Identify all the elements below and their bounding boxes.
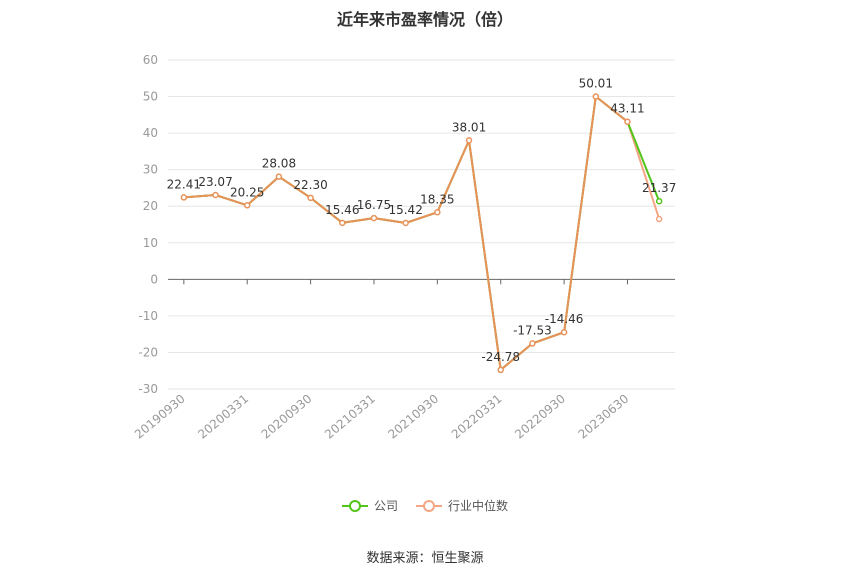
point-company xyxy=(339,219,346,227)
legend: 公司 行业中位数 xyxy=(0,497,850,514)
x-tick-label: 20200331 xyxy=(195,392,251,442)
point-industry xyxy=(655,215,663,223)
x-tick-label: 20230630 xyxy=(576,392,632,442)
point-company xyxy=(655,197,663,205)
data-label: 15.42 xyxy=(388,203,422,217)
x-tick-label: 20210930 xyxy=(385,392,441,442)
data-label: 43.11 xyxy=(610,102,644,116)
point-company xyxy=(180,194,188,201)
x-tick-label: 20210331 xyxy=(322,392,378,442)
data-label: 16.75 xyxy=(357,198,391,212)
y-tick-label: 30 xyxy=(143,163,158,177)
point-company xyxy=(465,137,473,144)
point-company xyxy=(402,219,409,227)
y-axis-ticks: -30 -20 -10 0 10 20 30 40 50 60 xyxy=(138,53,158,396)
data-label: 22.30 xyxy=(293,178,327,192)
series-line-overlap xyxy=(183,94,629,372)
x-tick-label: 20220331 xyxy=(449,392,505,442)
data-source: 数据来源：恒生聚源 xyxy=(366,551,484,566)
data-label: 23.07 xyxy=(198,175,232,189)
data-label: -24.78 xyxy=(481,350,520,364)
point-company xyxy=(307,194,314,202)
x-axis-ticks: 20190930 20200331 20200930 20210331 20210930… xyxy=(132,279,632,442)
point-company xyxy=(592,93,600,100)
data-label: 20.25 xyxy=(230,185,264,199)
legend-company-label: 公司 xyxy=(373,499,398,513)
data-label: 18.35 xyxy=(420,192,454,206)
x-tick-label: 20200930 xyxy=(259,392,315,442)
point-company xyxy=(275,173,283,180)
y-tick-label: -20 xyxy=(138,345,158,359)
y-tick-label: 60 xyxy=(143,53,158,67)
data-label: 38.01 xyxy=(452,120,486,134)
data-label: 15.46 xyxy=(325,203,359,217)
legend-item-company[interactable]: 公司 xyxy=(341,497,398,514)
data-label: -17.53 xyxy=(513,323,552,337)
data-label: 28.08 xyxy=(262,157,296,171)
legend-industry-marker-icon xyxy=(416,499,442,512)
point-company xyxy=(529,340,536,347)
point-company xyxy=(434,209,441,216)
data-label: 50.01 xyxy=(579,77,613,91)
legend-item-industry[interactable]: 行业中位数 xyxy=(416,497,508,514)
y-tick-label: 20 xyxy=(143,199,158,213)
x-tick-label: 20190930 xyxy=(132,392,188,442)
point-company xyxy=(624,118,631,125)
legend-industry-label: 行业中位数 xyxy=(448,499,509,513)
x-tick-label: 20220930 xyxy=(512,392,568,442)
point-company xyxy=(560,328,568,336)
series-line-company xyxy=(183,94,661,372)
legend-company-marker-icon xyxy=(341,499,368,512)
point-company xyxy=(212,191,219,199)
point-company xyxy=(243,202,251,209)
y-tick-label: 10 xyxy=(143,236,158,250)
grid-lines xyxy=(168,59,675,390)
chart-title: 近年来市盈率情况（倍） xyxy=(336,10,513,29)
series-lines xyxy=(180,93,663,374)
y-tick-label: 40 xyxy=(143,126,158,140)
y-tick-label: -10 xyxy=(138,309,158,323)
data-label: -14.46 xyxy=(545,312,584,326)
data-label: 22.41 xyxy=(167,177,201,191)
y-tick-label: 0 xyxy=(150,272,158,286)
data-label: 21.37 xyxy=(642,181,676,195)
point-company xyxy=(370,214,378,222)
series-line-industry xyxy=(183,94,661,372)
point-company xyxy=(497,366,504,374)
y-tick-label: -30 xyxy=(138,382,158,396)
y-tick-label: 50 xyxy=(143,90,158,104)
